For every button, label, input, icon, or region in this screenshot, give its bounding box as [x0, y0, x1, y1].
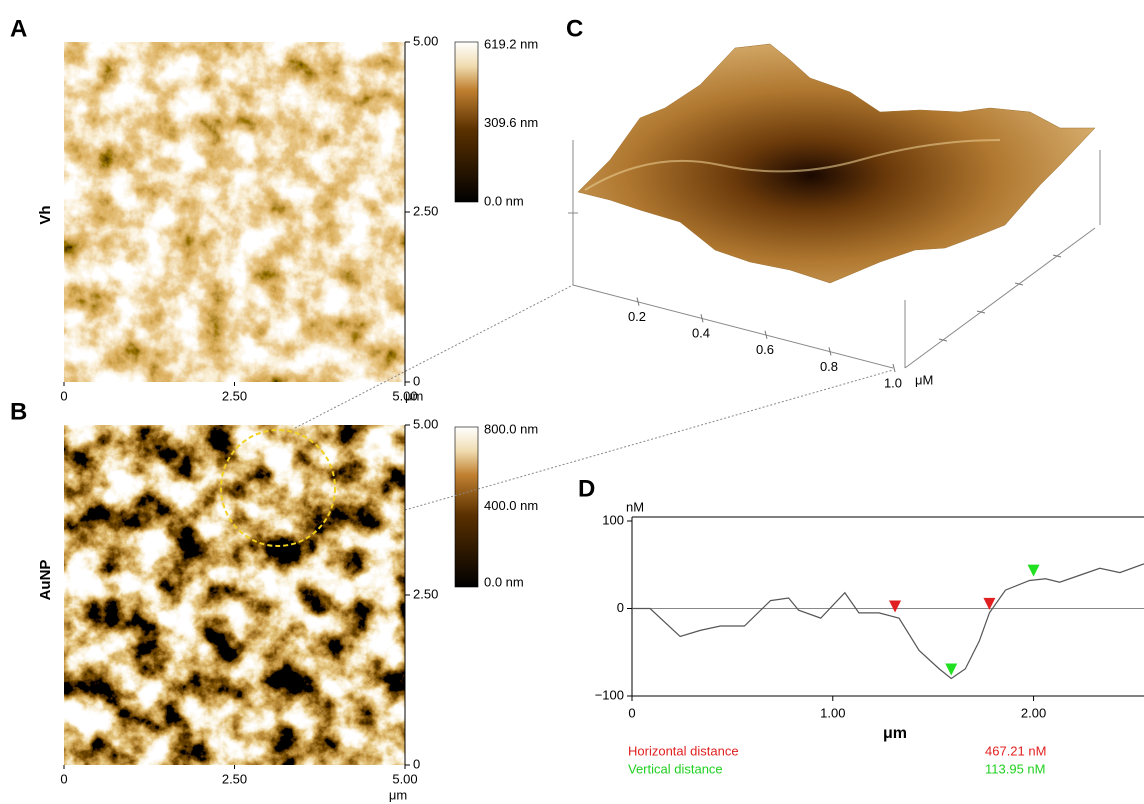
leader-line [294, 284, 574, 429]
x-tick-label: 1.0 [884, 375, 902, 390]
x-tick-label: 0 [60, 388, 67, 403]
profile-line [632, 563, 1144, 680]
y-tick-label: 0 [617, 600, 624, 615]
measurement-name: Horizontal distance [628, 743, 739, 758]
tick-mark [892, 363, 896, 373]
afm-image [64, 42, 405, 382]
y-tick-label: 5.00 [413, 416, 438, 431]
x-tick-label: 0 [60, 771, 67, 786]
axis-unit: μM [915, 372, 933, 387]
axis-unit: μm [405, 388, 423, 403]
y-tick-label: 2.50 [413, 586, 438, 601]
colorbar [454, 41, 479, 203]
x-tick-label: 5.00 [392, 388, 417, 403]
afm-image [64, 425, 405, 765]
cursor-marker [889, 600, 902, 613]
side-label: AuNP [37, 560, 54, 601]
measurement-value: 467.21 nM [985, 743, 1046, 758]
y-unit: nM [626, 499, 644, 514]
tick-mark [938, 338, 948, 342]
x-tick-label: 5.00 [392, 771, 417, 786]
tick-mark [1014, 282, 1024, 286]
x-tick-label: 2.00 [1021, 705, 1046, 720]
tick-mark [976, 310, 986, 314]
tick-mark [636, 297, 640, 306]
cursor-marker [945, 663, 958, 676]
colorbar-label: 0.0 nm [484, 574, 524, 589]
panel-letter: D [578, 475, 595, 502]
y-tick-label: 0 [413, 756, 420, 771]
surface-3d [577, 43, 1096, 284]
tick-mark [828, 347, 832, 356]
panel-letter: A [10, 15, 27, 42]
colorbar-label: 0.0 nm [484, 193, 524, 208]
y-tick-label: 100 [602, 512, 624, 527]
y-tick-label: 5.00 [413, 33, 438, 48]
panel-letter: C [566, 15, 583, 42]
axis-unit: μm [389, 787, 407, 802]
highlight-circle [220, 429, 336, 547]
leader-line [404, 369, 894, 511]
colorbar-label: 619.2 nm [484, 36, 538, 51]
y-tick-label: −100 [595, 687, 624, 702]
x-tick-label: 0.6 [756, 342, 774, 357]
cursor-marker [1027, 564, 1040, 577]
tick-mark [1052, 254, 1062, 258]
x-tick-label: 1.00 [820, 705, 845, 720]
colorbar [454, 426, 479, 588]
x-tick-label: 0.8 [820, 359, 838, 374]
y-tick-label: 2.50 [413, 203, 438, 218]
tick-mark [764, 330, 768, 339]
x-tick-label: 0 [628, 705, 635, 720]
cursor-marker [983, 597, 996, 610]
colorbar-label: 400.0 nm [484, 498, 538, 513]
measurement-value: 113.95 nM [985, 761, 1045, 776]
x-axis-label: μm [883, 725, 907, 742]
side-label: Vh [37, 205, 54, 224]
x-tick-label: 2.50 [222, 771, 247, 786]
x-tick-label: 2.50 [222, 388, 247, 403]
measurement-name: Vertical distance [628, 761, 723, 776]
x-tick-label: 0.4 [692, 326, 710, 341]
y-tick-label: 0 [413, 373, 420, 388]
x-tick-label: 0.2 [628, 309, 646, 324]
panel-letter: B [10, 398, 27, 425]
surface-3d [568, 140, 1101, 369]
surface-ridge [584, 139, 1001, 191]
colorbar-label: 309.6 nm [484, 115, 538, 130]
colorbar-label: 800.0 nm [484, 421, 538, 436]
tick-mark [700, 314, 704, 323]
